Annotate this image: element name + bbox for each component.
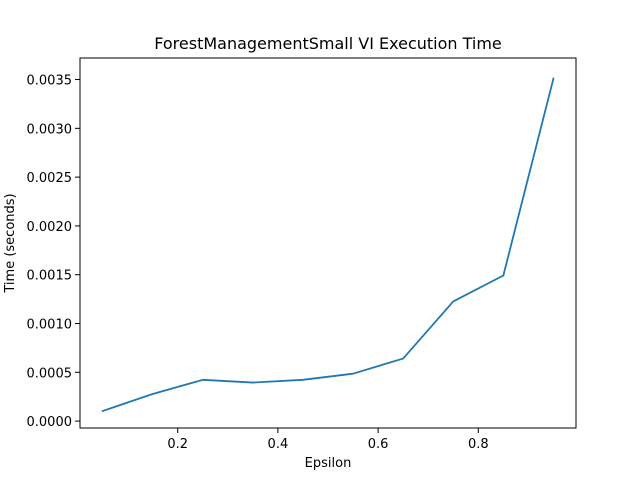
y-tick-label: 0.0015 xyxy=(27,269,73,284)
y-tick-label: 0.0030 xyxy=(27,122,73,137)
y-tick-label: 0.0005 xyxy=(27,366,73,381)
chart-title: ForestManagementSmall VI Execution Time xyxy=(154,34,502,53)
x-axis: 0.2 0.4 0.6 0.8 xyxy=(167,428,489,452)
y-axis-label: Time (seconds) xyxy=(3,193,18,293)
y-axis: 0.0000 0.0005 0.0010 0.0015 0.0020 0.0025 0.00… xyxy=(27,74,80,430)
x-tick-label: 0.6 xyxy=(368,437,389,452)
y-tick-label: 0.0035 xyxy=(27,74,73,89)
y-tick-label: 0.0020 xyxy=(27,220,73,235)
y-tick-label: 0.0010 xyxy=(27,318,73,333)
series-line xyxy=(101,77,555,412)
y-tick-label: 0.0000 xyxy=(27,415,73,430)
y-tick-label: 0.0025 xyxy=(27,171,73,186)
x-tick-label: 0.2 xyxy=(167,437,188,452)
x-tick-label: 0.4 xyxy=(268,437,289,452)
axes-frame xyxy=(79,57,577,429)
x-axis-label: Epsilon xyxy=(305,456,352,471)
x-tick-label: 0.8 xyxy=(468,437,489,452)
